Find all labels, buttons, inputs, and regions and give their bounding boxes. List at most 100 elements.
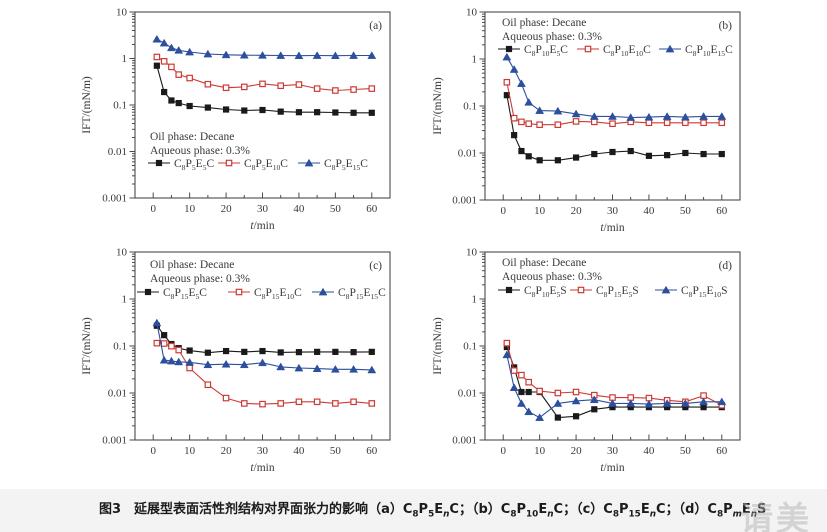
panel-c: 0 10 20 30 40 50 60 10 1 0.1 0.01 0.001 t/min IFT/(mN…: [81, 247, 391, 474]
marker-triangle-filled-C8P5E15C: [203, 49, 213, 58]
caption-formula: C8PmEnS: [707, 502, 767, 520]
marker-square-open-C8P5E10C: [204, 80, 212, 88]
marker-triangle-filled-C8P10E15C: [502, 52, 512, 61]
marker-square-filled-C8P15E5C: [186, 347, 193, 354]
legend-label-C8P15E10C: C8P15E10C: [254, 287, 302, 301]
caption-part-prefix: （c）: [576, 502, 604, 517]
legend-label-C8P10E5C: C8P10E5C: [524, 44, 568, 58]
marker-square-filled-C8P10E5S: [518, 388, 525, 396]
marker-triangle-filled-C8P15E15C: [159, 355, 169, 364]
marker-square-filled-C8P10E5S: [700, 404, 707, 411]
marker-square-open-C8P15E10C: [160, 340, 168, 347]
x-tick-label: 30: [607, 445, 619, 457]
x-tick-label: 0: [500, 445, 506, 457]
y-tick-label: 0.001: [452, 435, 477, 447]
marker-square-filled-C8P5E5C: [222, 106, 230, 113]
marker-square-filled-C8P15E5C: [332, 348, 339, 355]
panel-letter: (a): [369, 20, 382, 32]
x-axis-label: t/min: [600, 222, 625, 234]
marker-square-filled-C8P5E5C: [259, 106, 266, 114]
caption-part-suffix: ；: [458, 502, 472, 517]
marker-square-filled-legend-C8P15E5C: [144, 288, 152, 296]
legend-label-C8P15E10S: C8P15E10S: [681, 285, 727, 299]
marker-square-filled-C8P15E5C: [295, 349, 303, 356]
marker-triangle-filled-C8P15E15C: [367, 365, 377, 374]
marker-square-filled-C8P5E5C: [153, 62, 160, 69]
x-tick-label: 30: [607, 205, 619, 217]
x-tick-label: 40: [293, 445, 305, 457]
x-tick-label: 50: [680, 205, 692, 217]
y-tick-label: 1: [472, 294, 478, 306]
y-tick-label: 0.1: [113, 100, 127, 112]
marker-triangle-filled-C8P10E15C: [524, 97, 534, 106]
y-tick-label: 0.001: [102, 193, 127, 205]
x-axis-label: t/min: [600, 462, 625, 474]
y-tick-label: 10: [466, 7, 478, 19]
x-tick-label: 40: [643, 445, 655, 457]
marker-square-filled-C8P10E5C: [645, 152, 653, 159]
legend-label-C8P5E5C: C8P5E5C: [174, 158, 215, 172]
marker-triangle-filled-C8P5E15C: [221, 50, 231, 59]
y-tick-label: 1: [472, 54, 478, 66]
marker-square-open-C8P15E10C: [204, 381, 212, 389]
marker-triangle-filled-C8P15E10S: [626, 399, 636, 407]
marker-square-filled-C8P5E5C: [295, 109, 303, 116]
marker-triangle-filled-C8P5E15C: [174, 46, 184, 54]
marker-square-open-C8P15E10C: [277, 400, 285, 407]
marker-square-open-C8P10E10C: [518, 118, 525, 126]
marker-square-open-C8P5E10C: [313, 85, 321, 92]
y-axis-label: IFT/(mN/m): [432, 317, 444, 375]
marker-square-open-C8P5E10C: [332, 87, 339, 94]
marker-triangle-filled-C8P10E15C: [626, 113, 636, 121]
panel-letter: (c): [369, 260, 382, 272]
y-tick-label: 0.01: [108, 388, 127, 400]
caption-part-suffix: ；: [563, 502, 577, 517]
x-tick-label: 20: [571, 445, 583, 457]
x-tick-label: 20: [571, 205, 583, 217]
marker-square-open-C8P10E10C: [682, 119, 689, 127]
legend-label-C8P10E15C: C8P10E15C: [685, 44, 733, 58]
note-oil-phase: Oil phase: Decane: [502, 257, 586, 269]
marker-square-filled-C8P10E5C: [591, 150, 598, 158]
x-tick-label: 0: [150, 445, 156, 457]
marker-triangle-filled-C8P15E15C: [152, 318, 162, 327]
caption-label: 图3: [99, 502, 122, 517]
marker-triangle-filled-C8P15E15C: [166, 356, 176, 365]
marker-square-open-C8P5E10C: [240, 83, 248, 91]
x-tick-label: 50: [330, 203, 342, 215]
marker-square-filled-C8P5E5C: [204, 104, 211, 111]
marker-triangle-filled-C8P15E15C: [294, 363, 304, 372]
note-aqueous-phase: Aqueous phase: 0.3%: [502, 271, 602, 283]
marker-square-open-C8P10E10C: [663, 119, 671, 127]
marker-triangle-filled-C8P5E15C: [258, 51, 267, 59]
marker-square-filled-C8P10E5C: [572, 154, 580, 161]
marker-square-open-C8P10E10C: [609, 120, 616, 128]
marker-square-open-C8P15E10C: [186, 364, 193, 372]
figure-caption: 图3 延展型表面活性剂结构对界面张力的影响（a）C8P5EnC；（b）C8P10E…: [99, 498, 766, 520]
marker-triangle-filled-C8P15E10S: [589, 395, 599, 404]
x-tick-label: 60: [366, 203, 378, 215]
marker-square-filled-C8P15E5C: [314, 348, 321, 355]
marker-triangle-filled-C8P15E10S: [644, 399, 654, 408]
marker-triangle-filled-C8P15E15C: [276, 362, 286, 371]
marker-square-open-C8P10E10C: [700, 119, 707, 127]
marker-square-filled-C8P5E5C: [314, 109, 321, 116]
marker-square-filled-C8P15E5C: [368, 348, 375, 355]
y-tick-label: 10: [116, 247, 128, 259]
marker-triangle-filled-C8P10E15C: [516, 79, 526, 87]
y-tick-label: 0.01: [458, 148, 477, 160]
x-tick-label: 0: [500, 205, 506, 217]
marker-square-open-C8P10E10C: [510, 114, 518, 122]
marker-triangle-filled-C8P15E10S: [516, 399, 526, 407]
marker-square-open-C8P10E10C: [536, 121, 543, 129]
x-tick-label: 30: [257, 203, 269, 215]
marker-square-open-C8P5E10C: [153, 53, 161, 61]
y-tick-label: 0.1: [463, 341, 477, 353]
marker-square-open-C8P10E10C: [645, 119, 653, 127]
charts-svg: 0 10 20 30 40 50 601010.10.010.001t/minIFT/(mN…: [81, 7, 741, 474]
caption-formula: C8P15EnC: [603, 502, 666, 520]
marker-square-open-legend-C8P10E10C: [584, 45, 592, 53]
x-tick-label: 30: [257, 445, 269, 457]
marker-square-open-C8P10E10C: [572, 118, 580, 125]
